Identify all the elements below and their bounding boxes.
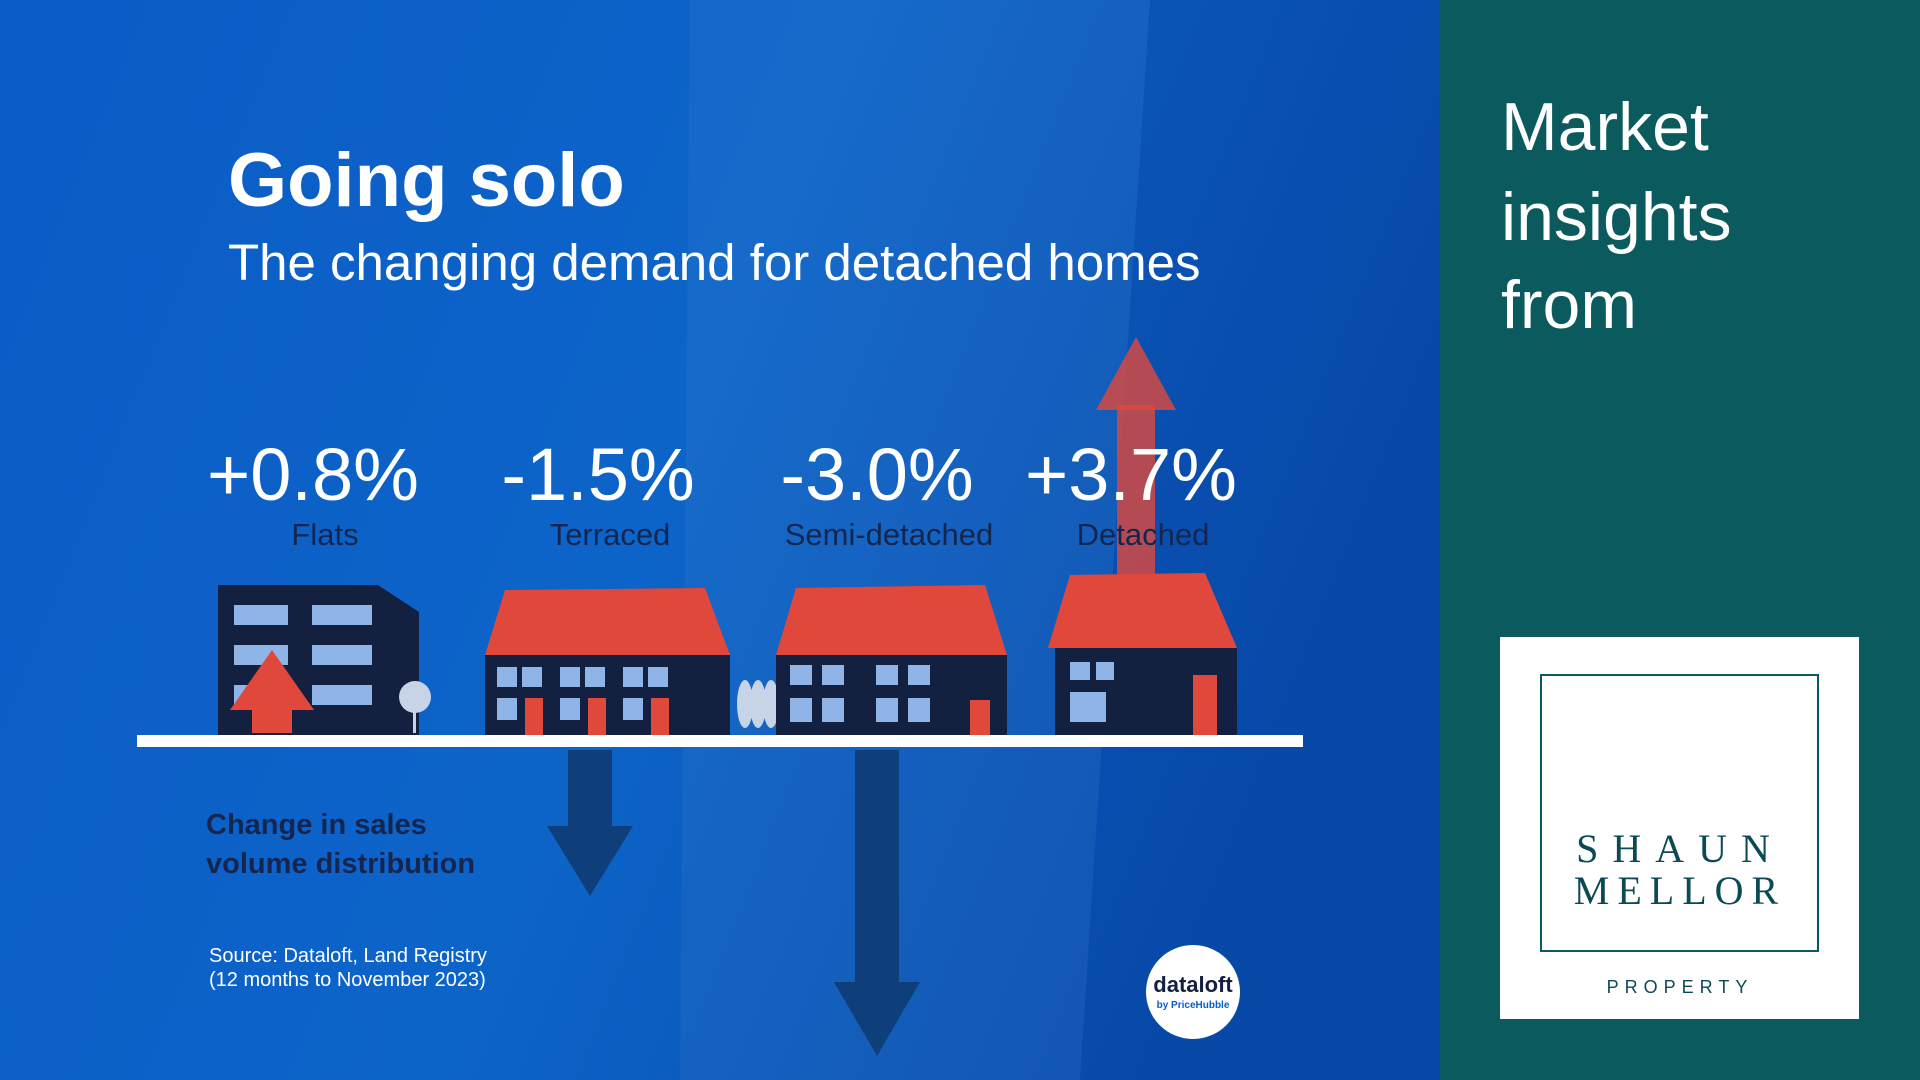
down-arrow-head <box>834 982 920 1056</box>
heading-line: insights <box>1501 179 1732 255</box>
title: Going solo <box>228 138 625 223</box>
source-line: (12 months to November 2023) <box>209 969 486 991</box>
heading-line: from <box>1501 267 1637 343</box>
brand: SHAUN MELLOR PROPERTY <box>1574 826 1786 997</box>
brand-sub: PROPERTY <box>1607 977 1754 997</box>
stat-label: Detached <box>1077 517 1210 552</box>
brand-card <box>1500 637 1859 1019</box>
header: Going solo The changing demand for detac… <box>228 138 1201 291</box>
stat-value: +0.8% <box>207 433 419 516</box>
sidebar-heading: Market insights from <box>1501 89 1732 343</box>
brand-line: MELLOR <box>1574 868 1786 913</box>
detached-icon <box>1048 573 1237 735</box>
source: Source: Dataloft, Land Registry (12 mont… <box>209 945 487 991</box>
brand-frame <box>1540 674 1819 952</box>
background <box>0 0 1440 1080</box>
stat-label: Semi-detached <box>785 517 994 552</box>
caption-line: Change in sales <box>206 809 427 841</box>
flats-icon <box>218 585 431 735</box>
logo-name: dataloft <box>1153 972 1233 997</box>
stat-value: -3.0% <box>780 433 973 516</box>
stat-label: Terraced <box>550 517 671 552</box>
source-line: Source: Dataloft, Land Registry <box>209 945 487 967</box>
logo-circle <box>1146 945 1240 1039</box>
logo-tagline: by PriceHubble <box>1157 1000 1230 1011</box>
heading-line: Market <box>1501 89 1709 165</box>
brand-line: SHAUN <box>1576 826 1784 871</box>
stat-value: -1.5% <box>501 433 694 516</box>
down-arrow-head <box>547 826 633 896</box>
light-band <box>680 0 1150 1080</box>
down-arrow <box>855 750 899 986</box>
up-arrow-head <box>1096 337 1176 410</box>
stat-value: +3.7% <box>1025 433 1237 516</box>
semi-detached-icon <box>776 585 1007 735</box>
stat-label: Flats <box>291 517 358 552</box>
stats: +0.8%Flats -1.5%Terraced -3.0%Semi-detache… <box>207 433 1237 552</box>
ground-line <box>137 735 1303 747</box>
terraced-icon <box>485 588 779 735</box>
logo: dataloft by PriceHubble <box>1146 945 1240 1039</box>
dark-band <box>1080 0 1440 1080</box>
down-arrow <box>568 750 612 830</box>
subtitle: The changing demand for detached homes <box>228 234 1201 291</box>
caption-line: volume distribution <box>206 848 475 880</box>
caption: Change in sales volume distribution <box>206 809 475 880</box>
